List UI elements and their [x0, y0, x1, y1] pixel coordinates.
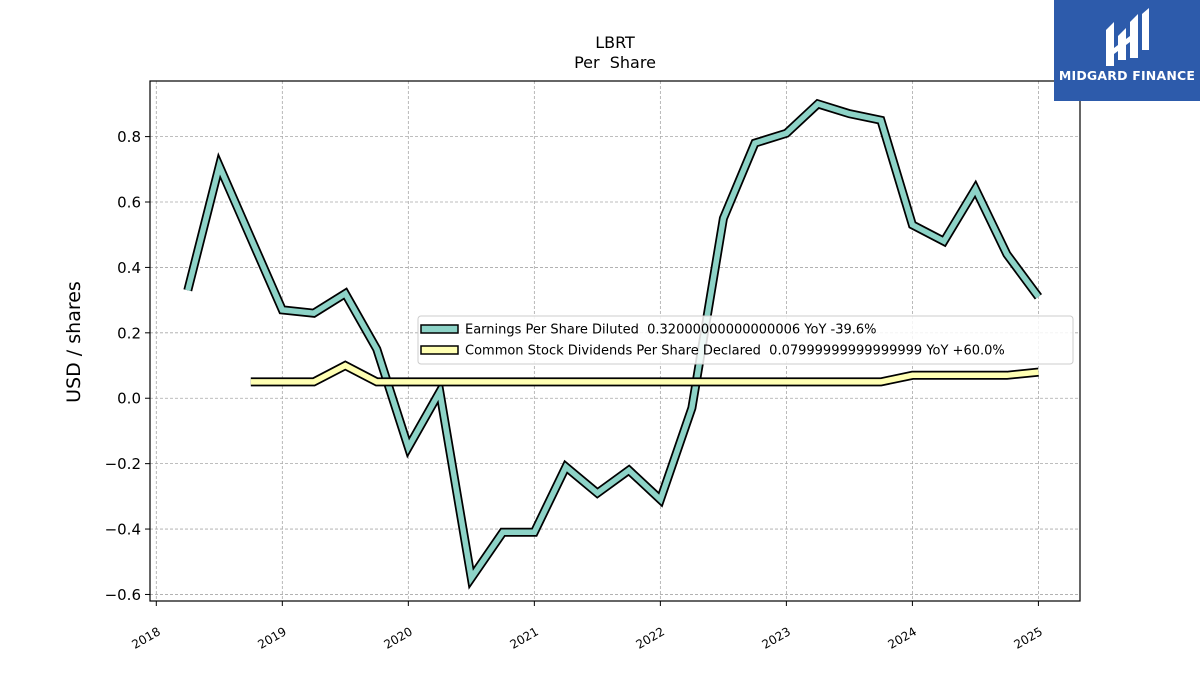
x-tick-label: 2019	[255, 624, 288, 651]
y-tick-label: 0.6	[117, 194, 141, 212]
x-tick-label: 2020	[381, 624, 414, 651]
y-tick-label: 0.8	[117, 128, 141, 146]
legend-box	[417, 315, 1074, 365]
x-tick-label: 2023	[759, 624, 792, 651]
x-tick-label: 2024	[886, 624, 919, 651]
x-tick-label: 2021	[507, 624, 540, 651]
chart-title: LBRT	[595, 33, 635, 52]
logo-mark-icon	[1106, 8, 1149, 66]
y-tick-label: 0.2	[117, 324, 141, 342]
logo-text: MIDGARD FINANCE	[1058, 68, 1196, 83]
legend-swatch-0	[420, 324, 459, 334]
x-tick-label: 2022	[633, 624, 666, 651]
legend-label-1: Common Stock Dividends Per Share Declare…	[465, 344, 1005, 359]
x-axis: 2018 2019 2020 2021 2022 2023 2024 2025	[129, 601, 1045, 652]
legend-label-0: Earnings Per Share Diluted 0.32000000000…	[465, 323, 877, 338]
series-layer	[183, 98, 1043, 590]
brand-logo: MIDGARD FINANCE	[1054, 0, 1200, 101]
x-tick-label: 2018	[129, 624, 162, 651]
plot-frame	[149, 80, 1081, 602]
legend-swatch-1	[420, 345, 459, 355]
y-tick-label: 0.0	[117, 390, 141, 408]
y-axis-label: USD / shares	[63, 281, 85, 403]
y-tick-label: −0.4	[105, 521, 141, 539]
y-axis: −0.6 −0.4 −0.2 0.0 0.2 0.4 0.6 0.8	[105, 128, 150, 604]
y-tick-label: −0.2	[105, 455, 141, 473]
series-0-line	[185, 100, 1041, 586]
y-tick-label: 0.4	[117, 259, 141, 277]
y-tick-label: −0.6	[105, 586, 141, 604]
x-tick-label: 2025	[1012, 624, 1045, 651]
series-1-line	[250, 362, 1039, 385]
chart-subtitle: Per Share	[574, 53, 656, 72]
legend: Earnings Per Share Diluted 0.32000000000…	[417, 315, 1074, 365]
